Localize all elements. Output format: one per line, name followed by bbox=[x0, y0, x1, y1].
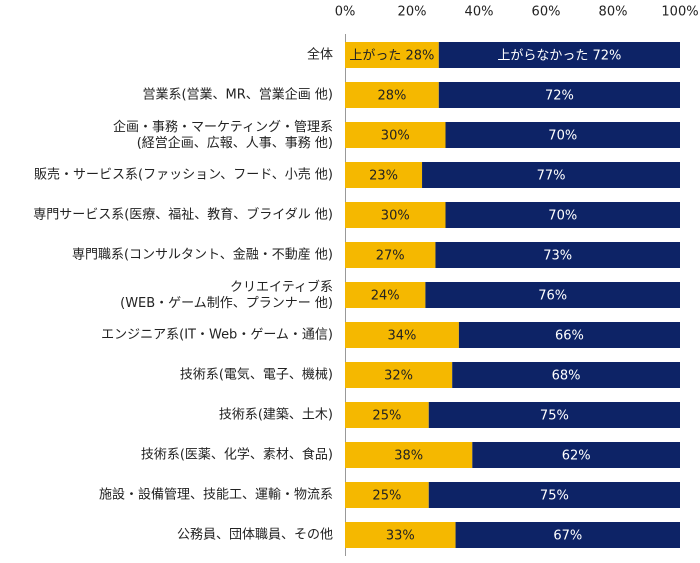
category-label: 施設・設備管理、技能工、運輸・物流系 bbox=[99, 487, 333, 503]
value-label: 上がらなかった 72% bbox=[497, 49, 621, 64]
bar-segment bbox=[345, 42, 439, 68]
value-label: 62% bbox=[562, 449, 591, 464]
value-label: 30% bbox=[381, 129, 410, 144]
value-label: 38% bbox=[394, 449, 423, 464]
value-label: 76% bbox=[538, 289, 567, 304]
bar-segment bbox=[452, 362, 680, 388]
value-label: 73% bbox=[543, 249, 572, 264]
bar-segment bbox=[345, 82, 439, 108]
category-label: クリエイティブ系(WEB・ゲーム制作、プランナー 他) bbox=[120, 279, 333, 311]
category-label: 専門サービス系(医療、福祉、教育、ブライダル 他) bbox=[33, 207, 333, 223]
value-label: 75% bbox=[540, 489, 569, 504]
value-label: 25% bbox=[372, 489, 401, 504]
bar-segment bbox=[435, 242, 680, 268]
bar-segment bbox=[345, 122, 446, 148]
bar-segment bbox=[425, 282, 680, 308]
value-label: 34% bbox=[387, 329, 416, 344]
category-label: 営業系(営業、MR、営業企画 他) bbox=[142, 87, 333, 103]
bar-segment bbox=[438, 42, 680, 68]
bar-segment bbox=[472, 442, 680, 468]
bar-segment bbox=[345, 482, 429, 508]
value-label: 33% bbox=[386, 529, 415, 544]
category-label: 全体 bbox=[307, 47, 333, 63]
x-tick-label: 100% bbox=[661, 5, 698, 20]
value-label: 66% bbox=[555, 329, 584, 344]
bar-segment bbox=[345, 362, 453, 388]
x-tick-label: 0% bbox=[335, 5, 356, 20]
value-label: 23% bbox=[369, 169, 398, 184]
value-label: 24% bbox=[371, 289, 400, 304]
value-label: 32% bbox=[384, 369, 413, 384]
category-label: 公務員、団体職員、その他 bbox=[177, 528, 333, 543]
value-label: 上がった 28% bbox=[349, 49, 434, 64]
bar-segment bbox=[445, 122, 680, 148]
value-label: 30% bbox=[381, 209, 410, 224]
bar-segment bbox=[345, 402, 429, 428]
value-label: 68% bbox=[552, 369, 581, 384]
bar-segment bbox=[345, 522, 456, 548]
bar-segment bbox=[345, 162, 423, 188]
bar-segment bbox=[345, 442, 473, 468]
bar-segment bbox=[458, 322, 680, 348]
bar-segment bbox=[345, 242, 436, 268]
bar-segment bbox=[345, 322, 459, 348]
bar-segment bbox=[445, 202, 680, 228]
bar-segment bbox=[345, 282, 426, 308]
category-label: 専門職系(コンサルタント、金融・不動産 他) bbox=[72, 247, 333, 263]
value-label: 28% bbox=[377, 89, 406, 104]
category-label: エンジニア系(IT・Web・ゲーム・通信) bbox=[101, 328, 333, 343]
category-label: 販売・サービス系(ファッション、フード、小売 他) bbox=[34, 167, 333, 183]
value-label: 75% bbox=[540, 409, 569, 424]
category-label: 技術系(電気、電子、機械) bbox=[180, 367, 333, 383]
bar-segment bbox=[422, 162, 680, 188]
bar-segment bbox=[428, 482, 680, 508]
value-label: 67% bbox=[553, 529, 582, 544]
value-label: 72% bbox=[545, 89, 574, 104]
value-label: 77% bbox=[537, 169, 566, 184]
x-tick-label: 80% bbox=[599, 5, 628, 20]
category-label: 技術系(医薬、化学、素材、食品) bbox=[141, 447, 333, 463]
x-tick-label: 40% bbox=[465, 5, 494, 20]
bar-segment bbox=[438, 82, 680, 108]
value-label: 27% bbox=[376, 249, 405, 264]
x-tick-label: 20% bbox=[398, 5, 427, 20]
value-label: 25% bbox=[372, 409, 401, 424]
bar-segment bbox=[455, 522, 680, 548]
bar-segment bbox=[345, 202, 446, 228]
value-label: 70% bbox=[548, 129, 577, 144]
x-tick-label: 60% bbox=[532, 5, 561, 20]
category-label: 技術系(建築、土木) bbox=[219, 408, 333, 423]
bar-segment bbox=[428, 402, 680, 428]
value-label: 70% bbox=[548, 209, 577, 224]
category-label: 企画・事務・マーケティング・管理系(経営企画、広報、人事、事務 他) bbox=[113, 119, 333, 151]
